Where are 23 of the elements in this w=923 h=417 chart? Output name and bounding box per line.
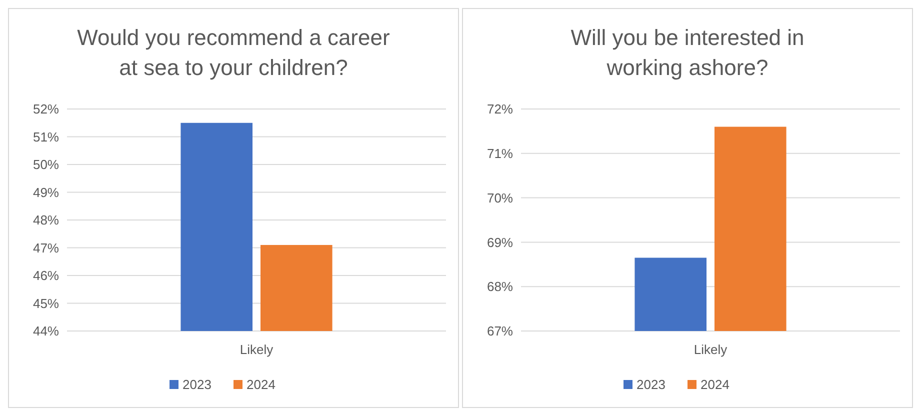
legend-label: 2023 bbox=[182, 377, 212, 392]
y-tick-label: 44% bbox=[32, 324, 60, 339]
y-tick-label: 47% bbox=[32, 240, 60, 256]
x-tick-label: Likely bbox=[694, 342, 728, 357]
y-tick-label: 69% bbox=[486, 234, 514, 250]
y-tick-label: 67% bbox=[486, 324, 514, 339]
y-tick-label: 68% bbox=[486, 279, 514, 294]
legend-label: 2024 bbox=[246, 377, 276, 392]
y-tick-label: 70% bbox=[486, 190, 514, 206]
x-tick-label: Likely bbox=[240, 342, 274, 357]
y-tick-label: 46% bbox=[32, 268, 60, 284]
y-tick-label: 49% bbox=[32, 184, 60, 200]
chart-title: Would you recommend a career at sea to your children? bbox=[77, 25, 390, 80]
y-tick-label: 52% bbox=[32, 102, 60, 117]
y-tick-label: 51% bbox=[32, 129, 60, 144]
y-tick-label: 45% bbox=[32, 296, 60, 311]
chart-title: Will you be interested in working ashore? bbox=[570, 25, 804, 80]
y-tick-label: 72% bbox=[486, 102, 514, 117]
legend-label: 2023 bbox=[636, 377, 666, 392]
y-tick-label: 50% bbox=[32, 157, 60, 172]
legend-label: 2024 bbox=[700, 377, 730, 392]
y-tick-label: 71% bbox=[486, 146, 514, 161]
y-tick-label: 48% bbox=[32, 212, 60, 228]
